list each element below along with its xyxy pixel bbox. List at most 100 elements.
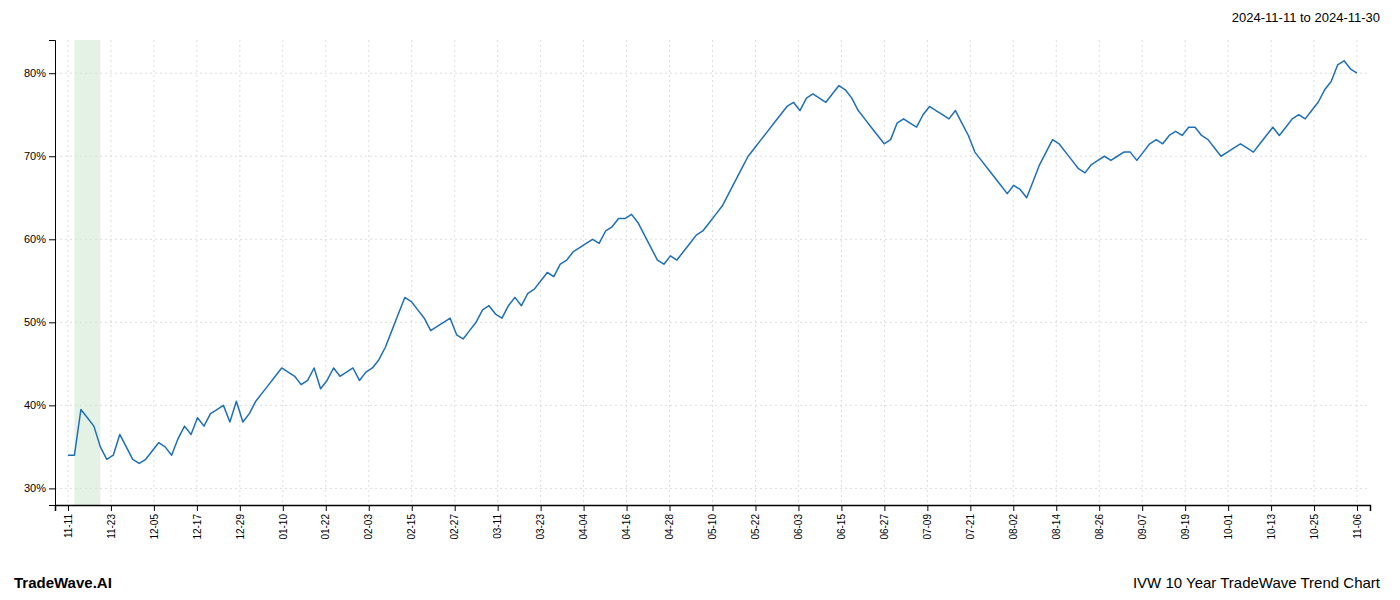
x-tick: 10-01: [1223, 505, 1234, 540]
x-tick: 12-05: [149, 505, 160, 540]
grid-line-x: [540, 40, 541, 505]
x-tick-label: 01-22: [320, 514, 331, 540]
x-tick-label: 11-11: [63, 514, 74, 539]
x-tick: 08-14: [1051, 505, 1062, 540]
x-tick-mark: [455, 505, 456, 511]
x-tick-label: 10-13: [1266, 514, 1277, 540]
x-tick-label: 12-17: [192, 514, 203, 540]
x-tick-label: 02-27: [449, 514, 460, 540]
x-tick: 11-23: [106, 505, 117, 539]
grid-line-x: [1357, 40, 1358, 505]
y-tick-label: 80%: [24, 67, 46, 79]
x-tick-mark: [326, 505, 327, 511]
grid-line-x: [1185, 40, 1186, 505]
line: [68, 61, 1357, 464]
x-tick-label: 05-10: [707, 514, 718, 540]
y-tick-mark: [49, 405, 55, 406]
x-tick-label: 06-15: [836, 514, 847, 540]
x-tick: 02-03: [363, 505, 374, 540]
grid-line-x: [153, 40, 154, 505]
x-tick: 12-17: [192, 505, 203, 540]
x-tick-label: 08-14: [1051, 514, 1062, 540]
x-tick-label: 08-26: [1094, 514, 1105, 540]
x-tick: 11-11: [63, 505, 74, 538]
x-tick-label: 06-03: [793, 514, 804, 540]
x-tick-label: 12-29: [235, 514, 246, 540]
x-tick-mark: [1099, 505, 1100, 511]
grid-line-y: [55, 239, 1370, 240]
x-tick: 11-06: [1352, 505, 1363, 539]
x-tick-label: 12-05: [149, 514, 160, 540]
footer-left: TradeWave.AI: [14, 574, 112, 591]
x-tick-label: 04-04: [578, 514, 589, 540]
y-tick-label: 50%: [24, 316, 46, 328]
y-tick-label: 60%: [24, 233, 46, 245]
grid-line-y: [55, 488, 1370, 489]
x-tick: 07-21: [965, 505, 976, 540]
x-tick: 06-27: [879, 505, 890, 540]
grid-line-x: [583, 40, 584, 505]
x-tick-label: 11-23: [106, 514, 117, 539]
grid-line-x: [196, 40, 197, 505]
x-tick-label: 02-15: [406, 514, 417, 540]
grid-line-x: [884, 40, 885, 505]
x-tick-mark: [927, 505, 928, 511]
grid-line-x: [626, 40, 627, 505]
grid-line-x: [755, 40, 756, 505]
grid-line-x: [1228, 40, 1229, 505]
grid-line-x: [1099, 40, 1100, 505]
chart: 30% 40% 50% 60% 70% 80% 11-11 11-23 12-05 12-17 12…: [0, 0, 1400, 600]
grid-line-x: [1013, 40, 1014, 505]
grid-line-x: [411, 40, 412, 505]
grid-line-x: [67, 40, 68, 505]
x-tick-mark: [111, 505, 112, 511]
x-tick-label: 09-19: [1180, 514, 1191, 540]
x-axis-line: [56, 506, 1371, 512]
x-tick-mark: [1185, 505, 1186, 511]
x-tick-mark: [884, 505, 885, 511]
x-tick-mark: [755, 505, 756, 511]
grid: [55, 40, 1370, 505]
x-tick-label: 10-01: [1223, 514, 1234, 540]
y-axis: 30% 40% 50% 60% 70% 80%: [24, 41, 56, 506]
x-tick-mark: [1142, 505, 1143, 511]
x-tick-mark: [1271, 505, 1272, 511]
x-tick-mark: [154, 505, 155, 511]
x-tick-mark: [412, 505, 413, 511]
y-tick: 70%: [24, 150, 55, 162]
x-tick-mark: [1357, 505, 1358, 511]
x-tick: 07-09: [922, 505, 933, 540]
x-tick-mark: [627, 505, 628, 511]
y-tick: 50%: [24, 316, 55, 328]
grid-line-y: [55, 73, 1370, 74]
y-tick-label: 30%: [24, 482, 46, 494]
x-tick-label: 07-09: [922, 514, 933, 540]
y-tick: 30%: [24, 482, 55, 494]
x-tick: 09-07: [1137, 505, 1148, 540]
footer-right: IVW 10 Year TradeWave Trend Chart: [1133, 574, 1381, 591]
x-tick-label: 04-16: [621, 514, 632, 540]
grid-line-x: [712, 40, 713, 505]
y-tick-mark: [49, 322, 55, 323]
plot-area: 30% 40% 50% 60% 70% 80% 11-11 11-23 12-05 12-17 12…: [24, 40, 1371, 540]
x-tick: 10-25: [1309, 505, 1320, 540]
x-tick-label: 11-06: [1352, 514, 1363, 539]
grid-line-x: [1271, 40, 1272, 505]
grid-line-x: [239, 40, 240, 505]
y-tick: 40%: [24, 399, 55, 411]
grid-line-x: [497, 40, 498, 505]
y-tick-label: 40%: [24, 399, 46, 411]
x-tick-label: 06-27: [879, 514, 890, 540]
x-tick-mark: [1314, 505, 1315, 511]
x-tick: 01-22: [320, 505, 331, 540]
y-tick-mark: [49, 488, 55, 489]
y-tick: 80%: [24, 67, 55, 79]
x-tick-label: 04-28: [664, 514, 675, 540]
x-tick: 10-13: [1266, 505, 1277, 540]
x-tick-label: 10-25: [1309, 514, 1320, 540]
x-tick-label: 05-22: [750, 514, 761, 540]
x-tick-mark: [1228, 505, 1229, 511]
y-axis-line: [49, 41, 56, 506]
x-tick-label: 01-10: [278, 514, 289, 540]
x-tick: 02-27: [449, 505, 460, 540]
